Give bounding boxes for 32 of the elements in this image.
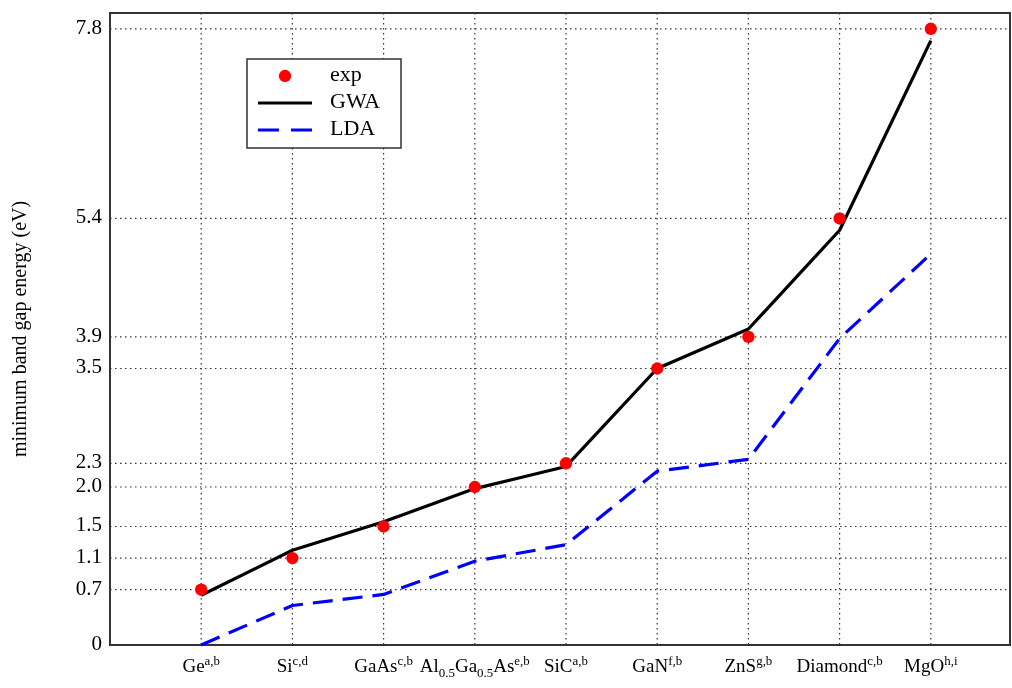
x-tick-label: GaAs$^{c,b}$ bbox=[354, 652, 413, 676]
y-tick-label: 3.5 bbox=[75, 354, 102, 379]
legend-label: GWA bbox=[330, 88, 381, 114]
x-tick-label: Diamond$^{c,b}$ bbox=[796, 652, 883, 676]
y-tick-label: 0.7 bbox=[75, 575, 102, 600]
point bbox=[286, 551, 299, 565]
x-tick-label: SiC$^{a,b}$ bbox=[544, 652, 588, 676]
x-tick-label: ZnS$^{g,b}$ bbox=[724, 652, 773, 676]
x-tick-label: Si$^{c,d}$ bbox=[276, 652, 309, 676]
x-tick-label: Ge$^{a,b}$ bbox=[182, 652, 220, 676]
y-tick-label: 0 bbox=[91, 630, 102, 655]
x-tick-label: GaN$^{f,b}$ bbox=[632, 652, 683, 676]
point bbox=[559, 457, 573, 470]
x-tick-label: MgO$^{h,i}$ bbox=[904, 652, 958, 676]
point bbox=[924, 22, 937, 35]
y-tick-label: 5.4 bbox=[75, 204, 103, 229]
x-tick-label: Al$_{0.5}$Ga$_{0.5}$As$^{e,b}$ bbox=[419, 652, 530, 680]
point bbox=[195, 583, 208, 596]
y-tick-label: 2.3 bbox=[75, 449, 102, 474]
legend-label: exp bbox=[330, 61, 362, 87]
point bbox=[742, 330, 755, 344]
point bbox=[377, 520, 390, 533]
y-tick-label: 2.0 bbox=[75, 472, 102, 497]
point bbox=[651, 362, 664, 375]
legend-label: LDA bbox=[330, 115, 376, 141]
y-tick-label: 3.9 bbox=[75, 322, 102, 347]
y-tick-label: 1.5 bbox=[75, 512, 102, 537]
point bbox=[833, 212, 846, 225]
y-tick-label: 1.1 bbox=[75, 543, 102, 568]
y-tick-label: 7.8 bbox=[75, 14, 102, 39]
y-axis-title: minimum band gap energy (eV) bbox=[8, 200, 31, 458]
point bbox=[468, 480, 481, 494]
